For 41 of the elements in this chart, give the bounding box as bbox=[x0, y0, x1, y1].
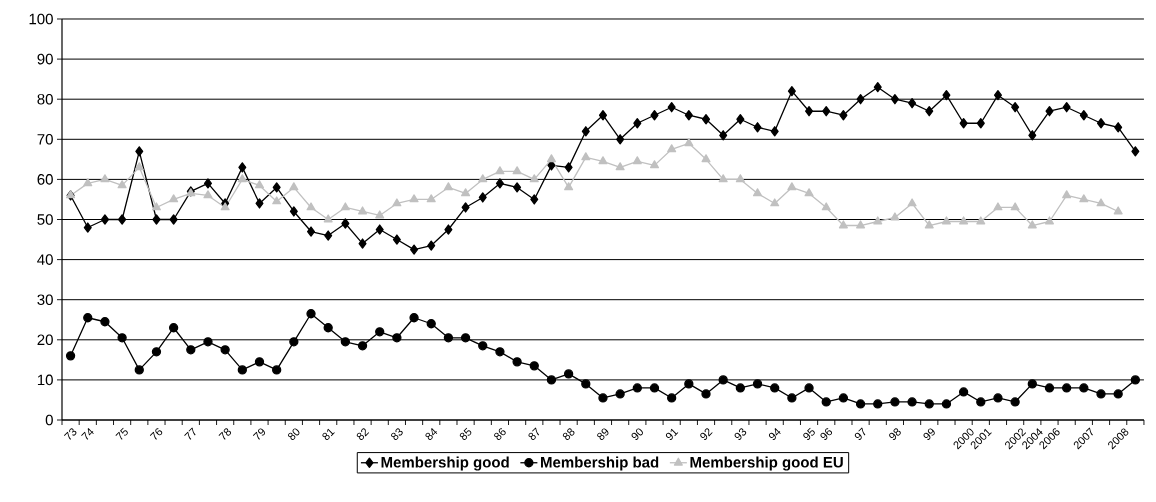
x-tick-label: 81 bbox=[322, 428, 335, 440]
legend-label: Membership good bbox=[381, 456, 509, 471]
y-tick-label: 90 bbox=[37, 53, 53, 65]
y-tick-label: 0 bbox=[45, 414, 53, 426]
x-tick-label: 73 bbox=[63, 428, 77, 440]
legend-label: Membership good EU bbox=[690, 456, 843, 471]
x-tick-label: 84 bbox=[425, 428, 438, 440]
x-tick-label: 97 bbox=[854, 427, 866, 440]
x-tick-label: 99 bbox=[923, 428, 935, 440]
y-tick-label: 100 bbox=[29, 13, 53, 25]
x-tick-label: 74 bbox=[81, 428, 94, 440]
y-tick-label: 20 bbox=[37, 334, 53, 346]
y-tick-label: 70 bbox=[37, 133, 53, 145]
x-tick-label: 76 bbox=[149, 428, 163, 440]
x-tick-label: 75 bbox=[115, 427, 128, 440]
x-tick-label: 88 bbox=[562, 428, 575, 440]
x-tick-label: 96 bbox=[820, 428, 833, 440]
x-tick-label: 78 bbox=[218, 428, 231, 440]
x-tick-label: 80 bbox=[288, 428, 300, 440]
x-tick-label: 90 bbox=[631, 428, 643, 440]
x-tick-label: 93 bbox=[734, 428, 747, 440]
x-tick-label: 87 bbox=[528, 427, 540, 440]
x-tick-label: 89 bbox=[597, 428, 609, 440]
x-tick-label: 95 bbox=[803, 427, 815, 440]
x-tick-label: 85 bbox=[459, 427, 472, 440]
y-tick-label: 60 bbox=[37, 174, 53, 185]
x-tick-label: 98 bbox=[889, 428, 901, 440]
x-tick-label: 86 bbox=[494, 428, 506, 440]
y-tick-label: 50 bbox=[37, 214, 53, 225]
y-tick-label: 40 bbox=[37, 254, 53, 265]
x-tick-label: 91 bbox=[665, 428, 679, 440]
x-tick-label: 82 bbox=[356, 428, 370, 440]
x-tick-label: 92 bbox=[700, 428, 713, 440]
x-tick-label: 83 bbox=[391, 428, 403, 440]
x-tick-label: 79 bbox=[252, 428, 266, 440]
y-tick-label: 10 bbox=[37, 374, 53, 386]
y-tick-label: 30 bbox=[37, 294, 53, 305]
x-tick-label: 94 bbox=[768, 428, 781, 440]
legend-label: Membership bad bbox=[541, 456, 659, 471]
x-tick-label: 77 bbox=[184, 427, 196, 440]
y-tick-label: 80 bbox=[37, 93, 53, 105]
